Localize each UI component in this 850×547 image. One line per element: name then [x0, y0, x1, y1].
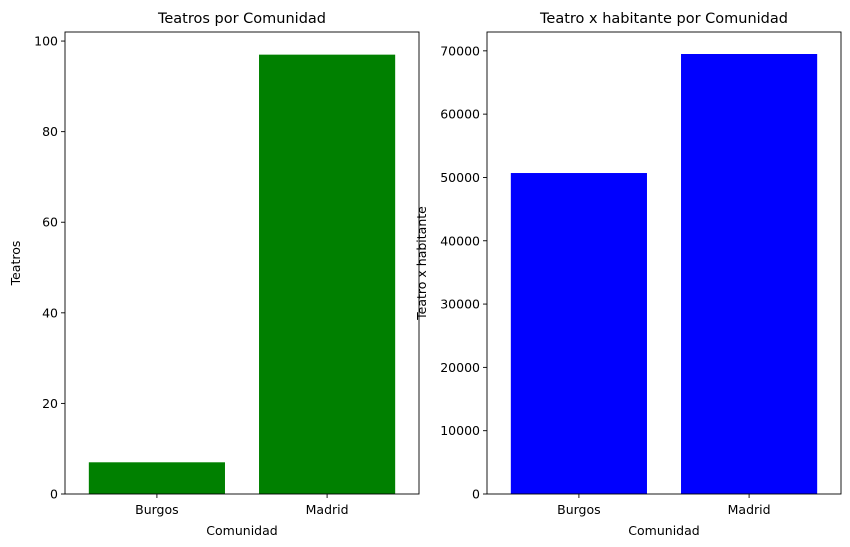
bar-madrid: [259, 54, 396, 494]
y-tick-label: 20: [42, 396, 58, 411]
axes-frame: [486, 31, 842, 495]
y-tick-label: 80: [42, 124, 58, 139]
bar-burgos: [510, 173, 647, 494]
y-axis-label: Teatros: [8, 241, 23, 287]
x-tick-label: Burgos: [557, 502, 601, 517]
axes-frame: [64, 31, 420, 495]
x-axis-label: Comunidad: [628, 523, 699, 538]
y-tick-label: 40000: [440, 233, 480, 248]
y-tick-label: 100: [34, 34, 58, 49]
x-axis-label: Comunidad: [206, 523, 277, 538]
x-tick-label: Madrid: [728, 502, 771, 517]
chart-title: Teatro x habitante por Comunidad: [539, 11, 788, 27]
y-tick-label: 10000: [440, 423, 480, 438]
y-tick-label: 50000: [440, 170, 480, 185]
y-tick-label: 40: [42, 305, 58, 320]
y-tick-label: 30000: [440, 297, 480, 312]
right-chart-panel: Teatro x habitante por Comunidad Comunid…: [414, 11, 842, 538]
bar-madrid: [681, 54, 818, 494]
y-tick-label: 60000: [440, 107, 480, 122]
y-axis-label: Teatro x habitante: [414, 206, 429, 321]
y-tick-label: 0: [472, 487, 480, 502]
y-tick-label: 0: [50, 487, 58, 502]
bar-burgos: [88, 462, 225, 494]
y-tick-label: 60: [42, 215, 58, 230]
chart-title: Teatros por Comunidad: [157, 11, 326, 27]
y-tick-label: 70000: [440, 43, 480, 58]
left-chart-panel: Teatros por Comunidad Comunidad Teatros …: [8, 11, 420, 538]
y-tick-label: 20000: [440, 360, 480, 375]
x-tick-label: Burgos: [135, 502, 179, 517]
x-tick-label: Madrid: [306, 502, 349, 517]
